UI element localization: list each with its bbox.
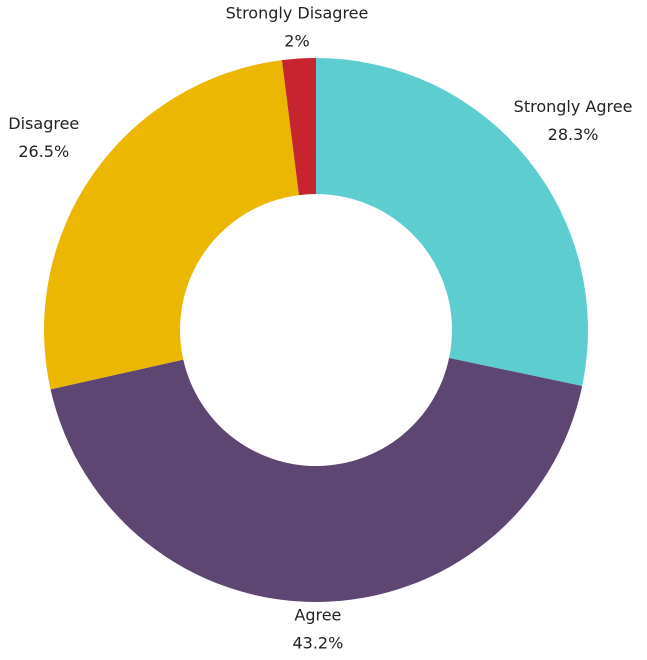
donut-slice	[281, 58, 316, 196]
slice-label: Disagree	[8, 114, 79, 133]
slice-value-label: 26.5%	[18, 142, 69, 161]
donut-slice	[50, 357, 583, 602]
slice-label: Agree	[294, 606, 341, 625]
slice-label: Strongly Agree	[514, 97, 633, 116]
slice-value-label: 43.2%	[292, 634, 343, 653]
slice-label: Strongly Disagree	[226, 4, 369, 23]
donut-slice	[44, 60, 299, 390]
slice-value-label: 28.3%	[548, 125, 599, 144]
slice-value-label: 2%	[284, 32, 309, 51]
donut-slice	[316, 58, 588, 386]
